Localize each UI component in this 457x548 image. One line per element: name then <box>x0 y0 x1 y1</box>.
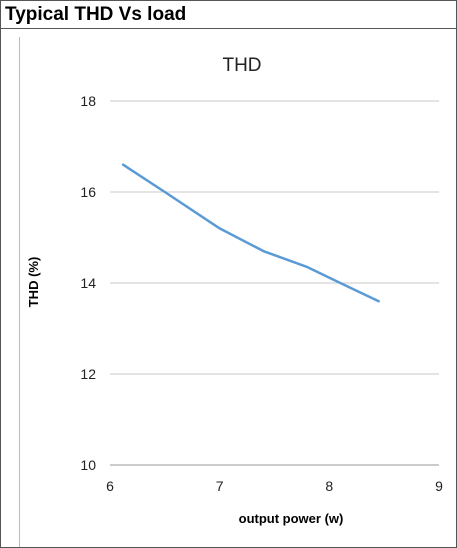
y-axis-title: THD (%) <box>26 257 41 308</box>
x-tick-label: 7 <box>216 478 224 494</box>
x-tick-label: 6 <box>106 478 114 494</box>
x-axis-title: output power (w) <box>239 511 344 526</box>
y-tick-label: 10 <box>80 457 96 473</box>
tick-labels: 10 12 14 16 18 6 7 8 9 <box>80 93 443 494</box>
chart-title: THD <box>222 55 261 76</box>
thd-chart: THD THD (%) output power (w) 10 12 14 16 18 6… <box>26 55 443 526</box>
series-layer <box>121 163 380 303</box>
chart-area: THD THD (%) output power (w) 10 12 14 16 18 6… <box>19 37 457 547</box>
y-tick-label: 12 <box>80 366 96 382</box>
y-tick-label: 16 <box>80 184 96 200</box>
gridlines <box>110 100 439 375</box>
series-line-0 <box>121 163 380 303</box>
panel-header: Typical THD Vs load <box>1 1 456 29</box>
x-tick-label: 8 <box>325 478 333 494</box>
y-tick-label: 14 <box>80 275 96 291</box>
y-tick-label: 18 <box>80 93 96 109</box>
x-tick-label: 9 <box>435 478 443 494</box>
